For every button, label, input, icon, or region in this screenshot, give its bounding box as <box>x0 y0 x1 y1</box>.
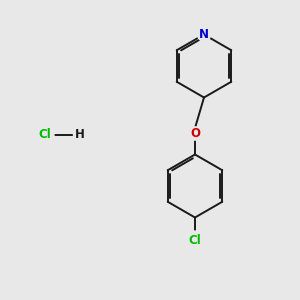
Text: O: O <box>190 127 200 140</box>
Circle shape <box>188 127 202 140</box>
Circle shape <box>74 129 86 141</box>
Text: H: H <box>75 128 84 142</box>
Text: Cl: Cl <box>39 128 51 142</box>
Text: Cl: Cl <box>189 233 201 247</box>
Circle shape <box>36 126 54 144</box>
Text: N: N <box>199 28 209 41</box>
Circle shape <box>197 28 211 41</box>
Circle shape <box>186 231 204 249</box>
